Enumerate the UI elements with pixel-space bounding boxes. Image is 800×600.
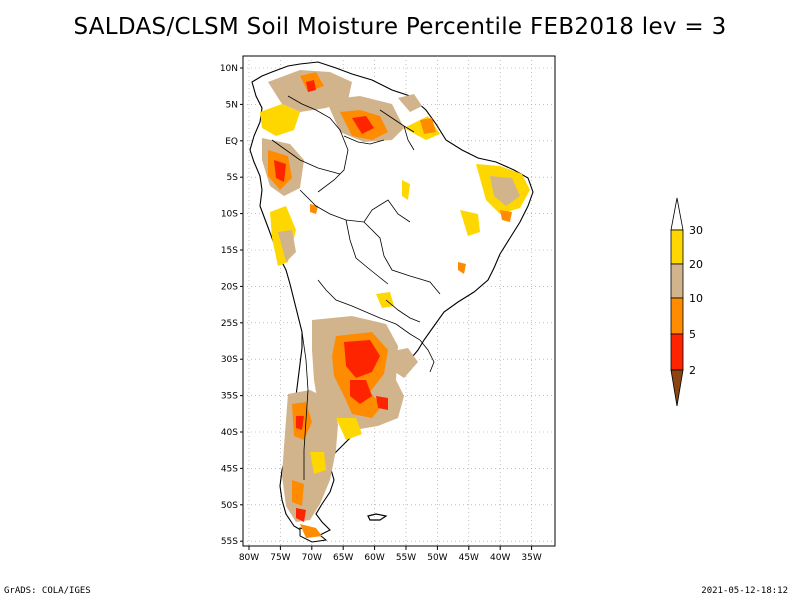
latitude-label: 40S — [221, 428, 238, 438]
latitude-label: EQ — [225, 137, 238, 147]
percentile-shade-c10_20 — [278, 230, 296, 262]
latitude-label: 10N — [220, 64, 238, 74]
percentile-shade-c10_20 — [388, 348, 418, 378]
longitude-label: 55W — [396, 553, 416, 563]
legend-bin-10-20 — [670, 263, 684, 299]
longitude-label: 75W — [270, 553, 290, 563]
latitude-label: 5N — [226, 100, 238, 110]
longitude-label: 80W — [239, 553, 259, 563]
percentile-shade-c5_10 — [300, 524, 322, 538]
legend-label-5: 5 — [689, 328, 696, 341]
percentile-shade-c2_5 — [350, 380, 372, 404]
latitude-label: 55S — [221, 537, 238, 547]
legend-label-2: 2 — [689, 364, 696, 377]
longitude-label: 50W — [427, 553, 447, 563]
legend-bin-5-10 — [670, 297, 684, 335]
falklands-outline — [367, 513, 388, 521]
footer-timestamp: 2021-05-12-18:12 — [701, 586, 788, 596]
percentile-shade-c2_5 — [352, 116, 374, 134]
percentile-shade-c5_10 — [458, 262, 466, 274]
percentile-shade-c2_5 — [306, 80, 316, 92]
latitude-label: 10S — [221, 210, 238, 220]
percentile-shade-c10_20 — [398, 94, 422, 112]
longitude-labels: 80W 75W 70W 65W 60W 55W 50W 45W 40W 35W — [239, 546, 542, 563]
percentile-shade-c2_5 — [296, 508, 306, 522]
percentile-shade-c2_5 — [376, 396, 388, 410]
percentile-shade-c2_5 — [344, 340, 380, 378]
longitude-label: 60W — [364, 553, 384, 563]
legend-over-30-triangle — [670, 197, 684, 231]
latitude-label: 35S — [221, 392, 238, 402]
latitude-label: 30S — [221, 355, 238, 365]
footer-credit: GrADS: COLA/IGES — [4, 586, 91, 596]
percentile-shade-c10_20 — [490, 176, 520, 206]
latitude-label: 45S — [221, 464, 238, 474]
plot-title: SALDAS/CLSM Soil Moisture Percentile FEB… — [73, 14, 727, 40]
percentile-shade-c2_5 — [274, 160, 286, 182]
longitude-label: 45W — [459, 553, 479, 563]
longitude-label: 65W — [333, 553, 353, 563]
longitude-label: 35W — [521, 553, 541, 563]
latitude-label: 50S — [221, 501, 238, 511]
latitude-label: 5S — [227, 173, 239, 183]
percentile-shade-c5_10 — [500, 210, 512, 222]
legend-bin-20-30 — [670, 229, 684, 265]
percentile-shade-c20_30 — [260, 104, 300, 136]
latitude-labels: 10N 5N EQ 5S 10S 15S 20S 25S 30S 35S 40S 45S 50S 55S — [220, 64, 243, 547]
longitude-label: 70W — [302, 553, 322, 563]
latitude-label: 20S — [221, 282, 238, 292]
legend-label-30: 30 — [689, 224, 703, 237]
percentile-shade-c5_10 — [292, 480, 304, 506]
latitude-label: 15S — [221, 246, 238, 256]
percentile-shading — [260, 70, 530, 538]
legend-label-20: 20 — [689, 258, 703, 271]
legend-bin-2-5 — [670, 333, 684, 371]
percentile-shade-c20_30 — [376, 292, 394, 308]
latitude-label: 25S — [221, 319, 238, 329]
percentile-shade-c20_30 — [336, 418, 362, 440]
percentile-shade-c20_30 — [310, 452, 326, 474]
percentile-shade-c2_5 — [296, 416, 304, 430]
legend-under-2-triangle — [670, 369, 684, 407]
legend-label-10: 10 — [689, 292, 703, 305]
percentile-shade-c20_30 — [460, 210, 480, 236]
percentile-shade-c20_30 — [402, 180, 410, 200]
percentile-shade-c5_10 — [310, 204, 318, 214]
percentile-shade-c5_10 — [420, 118, 436, 134]
color-legend: 30 20 10 5 2 — [670, 197, 703, 407]
country-borders — [271, 95, 441, 480]
longitude-label: 40W — [490, 553, 510, 563]
